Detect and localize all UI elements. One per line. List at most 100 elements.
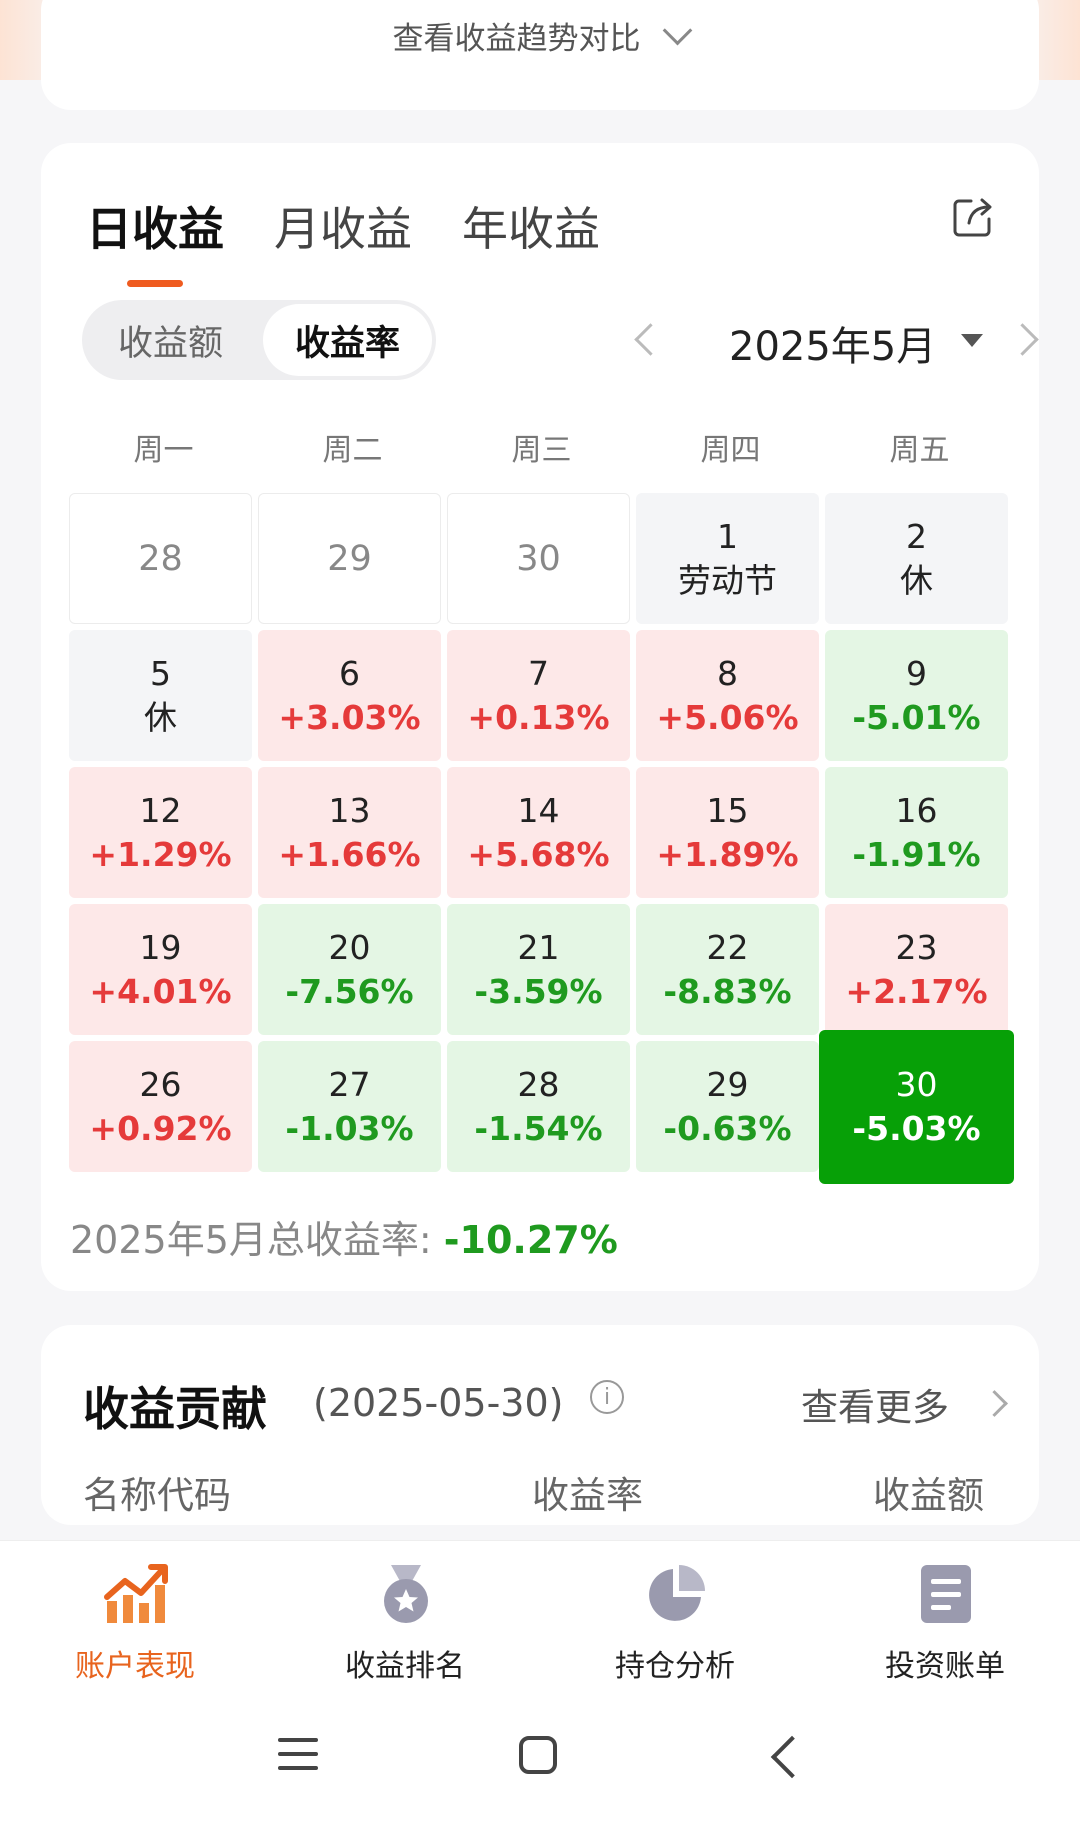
day-number: 6 — [339, 653, 360, 693]
nav-label: 收益排名 — [345, 1649, 465, 1684]
month-dropdown-icon[interactable] — [961, 334, 983, 347]
nav-label: 投资账单 — [885, 1649, 1005, 1684]
day-return-value: 休 — [144, 697, 177, 737]
calendar-day-cell: 30 — [447, 493, 630, 624]
calendar-day-cell[interactable]: 20 -7.56% — [258, 904, 441, 1035]
calendar-day-cell[interactable]: 7 +0.13% — [447, 630, 630, 761]
share-icon[interactable] — [951, 195, 995, 239]
column-name-code: 名称代码 — [83, 1474, 231, 1517]
contribution-title: 收益贡献 — [83, 1382, 267, 1436]
weekday-label: 周一 — [133, 433, 194, 468]
day-number: 13 — [328, 790, 371, 830]
day-return-value: +4.01% — [89, 971, 232, 1011]
calendar-day-cell[interactable]: 21 -3.59% — [447, 904, 630, 1035]
day-return-value: +1.29% — [89, 834, 232, 874]
day-return-value: -5.01% — [852, 697, 981, 737]
next-month-icon[interactable] — [1006, 323, 1039, 356]
nav-earnings-ranking[interactable]: 收益排名 — [270, 1541, 540, 1691]
nav-investment-statement[interactable]: 投资账单 — [810, 1541, 1080, 1691]
day-number: 5 — [150, 653, 171, 693]
calendar-day-cell[interactable]: 27 -1.03% — [258, 1041, 441, 1172]
toggle-rate[interactable]: 收益率 — [263, 304, 432, 376]
day-return-value: -0.63% — [663, 1108, 792, 1148]
month-total: 2025年5月总收益率: -10.27% — [70, 1209, 618, 1264]
day-return-value: -5.03% — [852, 1109, 981, 1148]
day-number: 27 — [328, 1064, 371, 1104]
weekday-label: 周四 — [700, 433, 761, 468]
home-icon[interactable] — [519, 1736, 557, 1774]
day-number: 20 — [328, 927, 371, 967]
day-return-value: +1.89% — [656, 834, 799, 874]
day-return-value: -7.56% — [285, 971, 414, 1011]
calendar-day-cell[interactable]: 12 +1.29% — [69, 767, 252, 898]
trend-compare-link[interactable]: 查看收益趋势对比 — [41, 10, 1039, 60]
menu-icon[interactable] — [278, 1738, 318, 1780]
day-number: 9 — [906, 653, 927, 693]
weekday-label: 周五 — [889, 433, 950, 468]
weekday-label: 周二 — [322, 433, 383, 468]
month-navigator: 2025年5月 — [621, 300, 1041, 380]
day-number: 28 — [517, 1064, 560, 1104]
tab-yearly[interactable]: 年收益 — [462, 202, 600, 256]
info-icon[interactable]: i — [590, 1380, 624, 1414]
calendar-day-cell[interactable]: 22 -8.83% — [636, 904, 819, 1035]
day-return-value: 劳动节 — [678, 560, 777, 600]
nav-holdings-analysis[interactable]: 持仓分析 — [540, 1541, 810, 1691]
prev-month-icon[interactable] — [634, 323, 667, 356]
day-number: 26 — [139, 1064, 182, 1104]
view-more-link[interactable]: 查看更多 — [801, 1386, 949, 1429]
calendar-day-cell[interactable]: 28 -1.54% — [447, 1041, 630, 1172]
calendar-day-cell[interactable]: 14 +5.68% — [447, 767, 630, 898]
calendar-day-cell[interactable]: 1 劳动节 — [636, 493, 819, 624]
tab-monthly[interactable]: 月收益 — [274, 202, 412, 256]
day-return-value: -1.91% — [852, 834, 981, 874]
trend-compare-label: 查看收益趋势对比 — [392, 20, 641, 57]
day-number: 23 — [895, 927, 938, 967]
day-return-value: -1.54% — [474, 1108, 603, 1148]
calendar-day-cell: 28 — [69, 493, 252, 624]
calendar-day-cell[interactable]: 6 +3.03% — [258, 630, 441, 761]
calendar-day-cell: 29 — [258, 493, 441, 624]
calendar-day-cell[interactable]: 19 +4.01% — [69, 904, 252, 1035]
calendar-day-cell[interactable]: 30 -5.03% — [819, 1030, 1014, 1184]
calendar-day-cell[interactable]: 23 +2.17% — [825, 904, 1008, 1035]
contribution-card: 收益贡献 (2025-05-30) i 查看更多 名称代码 收益率 收益额 — [41, 1325, 1039, 1525]
calendar-day-cell[interactable]: 29 -0.63% — [636, 1041, 819, 1172]
day-return-value: -1.03% — [285, 1108, 414, 1148]
toggle-amount[interactable]: 收益额 — [117, 323, 223, 364]
day-return-value: +0.13% — [467, 697, 610, 737]
day-return-value: +1.66% — [278, 834, 421, 874]
calendar-day-cell[interactable]: 16 -1.91% — [825, 767, 1008, 898]
day-return-value: +3.03% — [278, 697, 421, 737]
bottom-navigation: 账户表现 收益排名 持仓分析 投资账单 — [0, 1540, 1080, 1822]
day-number: 12 — [139, 790, 182, 830]
month-label[interactable]: 2025年5月 — [729, 324, 937, 370]
tab-daily[interactable]: 日收益 — [86, 193, 224, 259]
back-icon[interactable] — [770, 1735, 814, 1779]
day-number: 8 — [717, 653, 738, 693]
calendar-day-cell[interactable]: 26 +0.92% — [69, 1041, 252, 1172]
medal-icon — [384, 1565, 428, 1623]
day-number: 28 — [138, 538, 183, 579]
pie-chart-icon — [649, 1565, 705, 1621]
day-number: 29 — [706, 1064, 749, 1104]
calendar-day-cell[interactable]: 15 +1.89% — [636, 767, 819, 898]
day-number: 1 — [717, 516, 738, 556]
period-tabs: 日收益 月收益 年收益 — [86, 193, 650, 259]
trend-card: 查看收益趋势对比 — [41, 0, 1039, 110]
calendar-day-cell[interactable]: 13 +1.66% — [258, 767, 441, 898]
day-number: 14 — [517, 790, 560, 830]
nav-account-performance[interactable]: 账户表现 — [0, 1541, 270, 1691]
day-number: 7 — [528, 653, 549, 693]
calendar-day-cell[interactable]: 8 +5.06% — [636, 630, 819, 761]
column-amount: 收益额 — [873, 1474, 984, 1517]
system-navigation-bar — [0, 1700, 1080, 1821]
day-return-value: 休 — [900, 560, 933, 600]
day-number: 29 — [327, 538, 372, 579]
document-icon — [921, 1565, 971, 1623]
calendar-day-cell[interactable]: 9 -5.01% — [825, 630, 1008, 761]
chevron-right-icon[interactable] — [981, 1390, 1008, 1417]
day-number: 19 — [139, 927, 182, 967]
